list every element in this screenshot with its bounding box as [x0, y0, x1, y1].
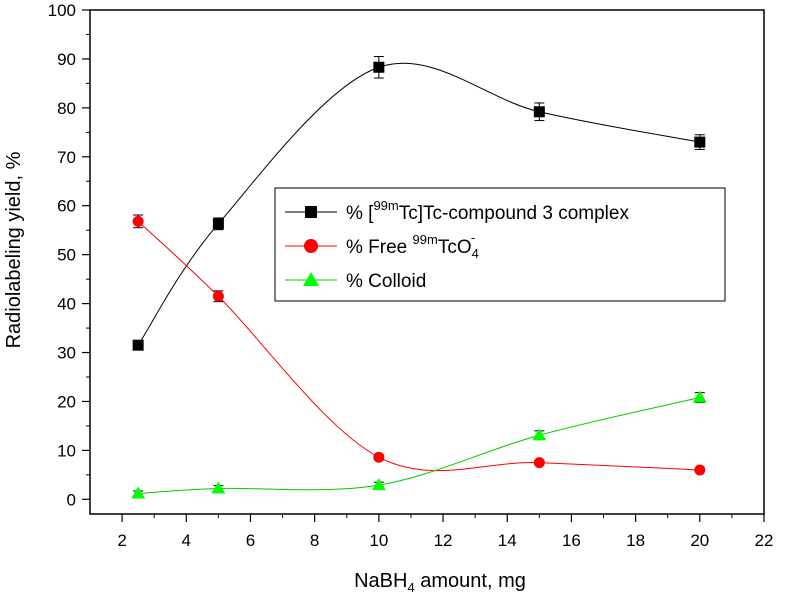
- data-point: [373, 61, 385, 73]
- data-point: [694, 464, 706, 476]
- y-axis-title: Radiolabeling yield, %: [3, 151, 25, 348]
- x-tick-label: 2: [117, 531, 126, 550]
- x-tick-label: 10: [369, 531, 388, 550]
- data-point: [694, 136, 706, 148]
- x-tick-label: 16: [562, 531, 581, 550]
- data-point: [211, 481, 226, 494]
- y-tick-label: 10: [57, 441, 76, 460]
- y-tick-label: 100: [48, 1, 76, 20]
- plot-frame: [89, 9, 765, 515]
- y-tick-label: 80: [57, 99, 76, 118]
- series-line: [138, 397, 700, 494]
- x-tick-label: 22: [755, 531, 774, 550]
- y-tick-label: 0: [67, 490, 76, 509]
- y-tick-label: 40: [57, 295, 76, 314]
- x-tick-label: 14: [498, 531, 517, 550]
- legend: % [99mTc]Tc-compound 3 complex % Free 99…: [274, 187, 726, 302]
- data-point: [532, 428, 547, 441]
- y-tick-label: 30: [57, 344, 76, 363]
- legend-entry-colloid: % Colloid: [285, 271, 426, 292]
- x-tick-label: 6: [246, 531, 255, 550]
- y-tick-label: 90: [57, 50, 76, 69]
- x-tick-label: 8: [310, 531, 319, 550]
- x-tick-label: 12: [434, 531, 453, 550]
- legend-marker-circle: [304, 239, 318, 253]
- data-point: [132, 215, 144, 227]
- series-0: [132, 55, 706, 351]
- y-tick-label: 20: [57, 392, 76, 411]
- legend-entry-complex: % [99mTc]Tc-compound 3 complex: [285, 198, 629, 224]
- data-point: [371, 478, 386, 491]
- legend-entry-free: % Free 99mTcO4-: [285, 230, 479, 261]
- legend-marker-triangle: [303, 272, 319, 286]
- y-tick-label: 70: [57, 148, 76, 167]
- data-point: [132, 339, 144, 351]
- series-1: [132, 214, 706, 476]
- legend-label-free: % Free 99mTcO4-: [346, 230, 479, 261]
- data-point: [692, 390, 707, 403]
- legend-box: [274, 187, 726, 302]
- x-tick-label: 18: [626, 531, 645, 550]
- x-axis-title: NaBH4 amount, mg: [354, 570, 526, 595]
- legend-marker-square: [305, 206, 317, 218]
- data-point: [373, 451, 385, 463]
- y-tick-label: 60: [57, 197, 76, 216]
- data-point: [131, 486, 146, 499]
- y-tick-label: 50: [57, 246, 76, 265]
- data-point: [212, 218, 224, 230]
- legend-label-complex: % [99mTc]Tc-compound 3 complex: [346, 198, 629, 224]
- legend-label-colloid: % Colloid: [346, 271, 426, 292]
- series-2: [131, 390, 707, 499]
- x-tick-label: 4: [182, 531, 191, 550]
- x-tick-label: 20: [690, 531, 709, 550]
- data-point: [533, 457, 545, 469]
- data-point: [533, 106, 545, 118]
- data-point: [212, 290, 224, 302]
